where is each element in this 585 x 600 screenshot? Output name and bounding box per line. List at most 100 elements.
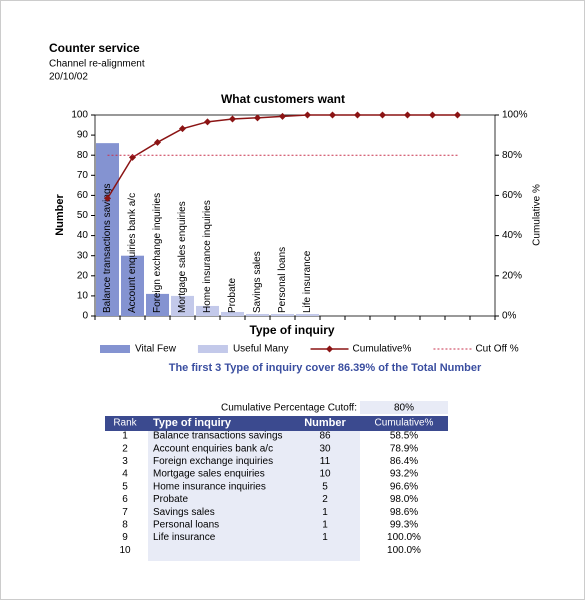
cutoff-cell xyxy=(360,401,448,414)
table-cell: Foreign exchange inquiries xyxy=(153,456,273,467)
bar xyxy=(96,143,119,316)
table-header xyxy=(105,416,448,431)
category-label: Probate xyxy=(227,278,238,313)
y-tick-label: 30 xyxy=(77,250,89,261)
table-cell: 30 xyxy=(319,443,331,454)
chart-title: What customers want xyxy=(221,92,345,106)
table-cell: Personal loans xyxy=(153,520,219,531)
marker xyxy=(154,138,161,146)
category-label: Foreign exchange inquiries xyxy=(152,193,163,313)
category-label: Savings sales xyxy=(252,251,263,313)
table-cell: 93.2% xyxy=(390,469,418,480)
table-cell: 96.6% xyxy=(390,481,418,492)
table-cell: Mortgage sales enquiries xyxy=(153,469,265,480)
table-cell: 1 xyxy=(322,532,328,543)
table-cell: 10 xyxy=(119,545,131,556)
doc-date: 20/10/02 xyxy=(49,72,88,83)
y2-axis-label: Cumulative % xyxy=(532,184,543,246)
legend-swatch xyxy=(100,345,130,353)
bar xyxy=(146,293,169,316)
table-cell: 7 xyxy=(122,507,128,518)
y2-tick-label: 0% xyxy=(502,311,517,322)
table-cell: 3 xyxy=(122,456,128,467)
table-cell: 98.6% xyxy=(390,507,418,518)
legend-label: Cumulative% xyxy=(353,344,412,355)
table-cell: 1 xyxy=(322,507,328,518)
y-tick-label: 100 xyxy=(71,110,88,121)
y-tick-label: 20 xyxy=(77,270,89,281)
table-cell: 5 xyxy=(322,481,328,492)
legend-swatch xyxy=(197,345,228,353)
category-label: Balance transactions savings xyxy=(102,183,113,313)
x-axis-label: Type of inquiry xyxy=(249,323,334,337)
marker xyxy=(179,125,186,133)
legend-marker xyxy=(326,345,334,353)
table-cell: 9 xyxy=(122,532,128,543)
marker xyxy=(379,111,386,119)
table-cell: Balance transactions savings xyxy=(153,431,283,442)
marker xyxy=(129,153,136,161)
marker xyxy=(254,114,261,122)
table-cell: 1 xyxy=(322,520,328,531)
table-cell: 78.9% xyxy=(390,443,418,454)
legend-label: Useful Many xyxy=(233,344,289,355)
marker xyxy=(229,115,236,123)
category-label: Life insurance xyxy=(302,250,313,313)
table-cell: 8 xyxy=(122,520,128,531)
table-cell: 10 xyxy=(319,469,331,480)
y-tick-label: 60 xyxy=(77,190,89,201)
legend-label: Vital Few xyxy=(135,344,177,355)
table-cell: 5 xyxy=(122,481,128,492)
bar xyxy=(271,313,294,316)
y-tick-label: 90 xyxy=(77,130,89,141)
y-tick-label: 50 xyxy=(77,210,89,221)
table-cell: 4 xyxy=(122,469,128,480)
category-label: Home insurance inquiries xyxy=(202,200,213,313)
y-tick-label: 0 xyxy=(82,311,88,322)
table-cell: 98.0% xyxy=(390,494,418,505)
y2-tick-label: 100% xyxy=(502,110,528,121)
table-cell: 58.5% xyxy=(390,431,418,442)
bar xyxy=(246,313,269,316)
table-header-cell: Cumulative% xyxy=(375,418,434,429)
table-header-cell: Number xyxy=(304,417,346,429)
table-cell: Home insurance inquiries xyxy=(153,481,266,492)
marker xyxy=(279,112,286,120)
doc-subtitle: Channel re-alignment xyxy=(49,59,145,70)
bar xyxy=(221,311,244,316)
marker xyxy=(404,111,411,119)
y-tick-label: 10 xyxy=(77,291,89,302)
y2-tick-label: 80% xyxy=(502,150,522,161)
doc-title: Counter service xyxy=(49,41,140,55)
category-label: Mortgage sales enquiries xyxy=(177,201,188,313)
table-cell: 99.3% xyxy=(390,520,418,531)
bar xyxy=(296,313,319,316)
y2-tick-label: 40% xyxy=(502,230,522,241)
cutoff-label: Cumulative Percentage Cutoff: xyxy=(221,403,357,414)
category-label: Account enquiries bank a/c xyxy=(127,193,138,313)
marker xyxy=(329,111,336,119)
marker xyxy=(429,111,436,119)
bar xyxy=(171,295,194,316)
y-tick-label: 70 xyxy=(77,170,89,181)
marker xyxy=(104,194,111,202)
table-header-cell: Type of inquiry xyxy=(153,417,232,429)
category-label: Personal loans xyxy=(277,247,288,313)
table-cell: Savings sales xyxy=(153,507,215,518)
cutoff-value: 80% xyxy=(394,403,414,414)
marker xyxy=(354,111,361,119)
y2-tick-label: 60% xyxy=(502,190,522,201)
bar xyxy=(196,305,219,316)
table-cell: 86 xyxy=(319,431,331,442)
table-cell: 11 xyxy=(320,456,331,467)
y2-tick-label: 20% xyxy=(502,270,522,281)
table-cell: Probate xyxy=(153,494,188,505)
table-cell: 100.0% xyxy=(387,532,421,543)
table-cell: 100.0% xyxy=(387,545,421,556)
legend-label: Cut Off % xyxy=(475,344,518,355)
table-cell: Account enquiries bank a/c xyxy=(153,443,273,454)
marker xyxy=(304,111,311,119)
table-body-bg xyxy=(148,431,360,561)
